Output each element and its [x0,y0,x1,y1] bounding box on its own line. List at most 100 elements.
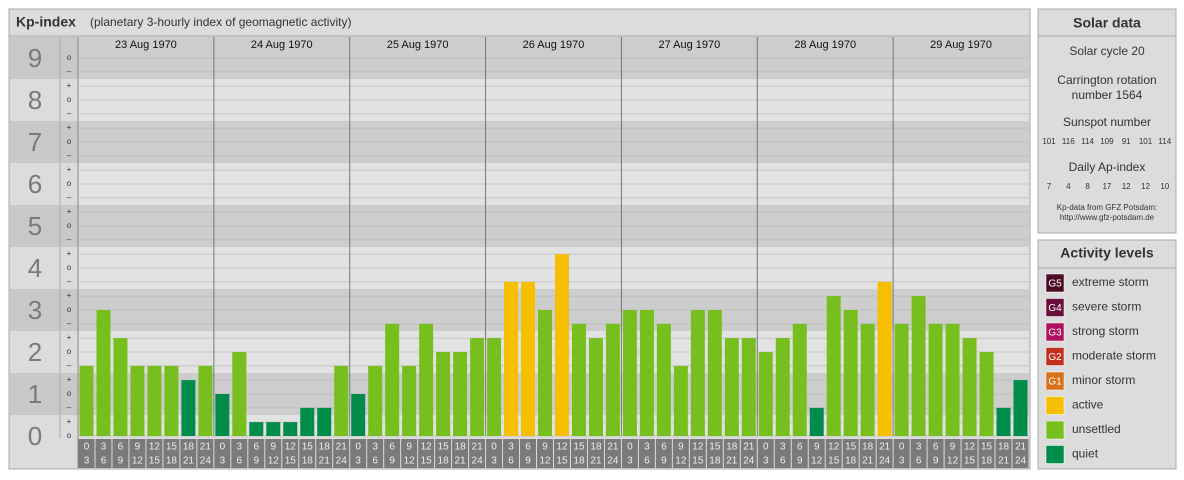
time-box [350,439,367,468]
legend-label: extreme storm [1072,275,1149,289]
y-tick-label: o [67,263,72,272]
bar [164,365,179,436]
time-box [638,439,655,468]
time-end: 3 [627,456,633,467]
bar [588,338,603,436]
time-box [537,439,553,468]
day-label: 28 Aug 1970 [794,39,856,51]
time-start: 21 [472,442,484,453]
y-tick-label: o [67,431,72,440]
number: 10 [1160,182,1169,191]
bar [453,352,468,436]
time-end: 21 [455,456,467,467]
time-end: 3 [899,456,905,467]
y-major-label: 2 [28,337,42,367]
time-end: 15 [421,456,433,467]
time-start: 6 [661,442,667,453]
day-label: 24 Aug 1970 [251,39,313,51]
time-start: 21 [743,442,755,453]
time-box [740,439,757,468]
time-box [757,439,774,468]
time-end: 24 [879,456,891,467]
bar [571,323,586,436]
time-end: 12 [811,456,823,467]
time-start: 9 [135,442,141,453]
legend-swatch [1045,445,1065,464]
time-box [384,439,401,468]
time-box [672,439,689,468]
legend-label: unsettled [1072,422,1121,436]
time-end: 9 [661,456,667,467]
time-box [112,439,129,468]
time-box [95,439,112,468]
y-tick-label: – [67,277,72,286]
y-tick-label: – [67,193,72,202]
time-end: 21 [726,456,738,467]
legend-badge: G2 [1048,352,1062,363]
time-start: 18 [862,442,874,453]
bar [300,407,315,436]
time-end: 24 [200,456,212,467]
bar [741,338,756,436]
time-start: 15 [166,442,178,453]
number: 7 [1047,182,1052,191]
bar [96,310,111,436]
bar [521,281,536,436]
bar [113,338,128,436]
y-tick-label: o [67,221,72,230]
time-start: 3 [780,442,786,453]
time-start: 0 [220,442,226,453]
time-box [723,439,740,468]
time-box [621,439,638,468]
bar [928,323,943,436]
time-box [604,439,621,468]
legend-swatch [1045,322,1065,342]
y-tick-label: – [67,403,72,412]
time-start: 21 [607,442,619,453]
bar [368,365,383,436]
y-major-label: 5 [28,211,42,241]
y-tick-label: – [67,151,72,160]
time-start: 6 [389,442,395,453]
time-box [927,439,944,468]
bar [538,310,552,436]
y-tick-label: o [67,305,72,314]
time-end: 15 [285,456,297,467]
time-start: 0 [84,442,90,453]
time-start: 6 [797,442,803,453]
time-end: 24 [1015,456,1027,467]
time-end: 12 [132,456,144,467]
time-box [554,439,570,468]
time-end: 6 [372,456,378,467]
time-box [435,439,452,468]
time-box [808,439,825,468]
bar [555,254,569,436]
time-start: 15 [438,442,450,453]
time-box [859,439,876,468]
time-start: 21 [200,442,212,453]
y-tick-label: – [67,361,72,370]
day-label: 25 Aug 1970 [387,39,449,51]
time-start: 15 [845,442,857,453]
bar [385,323,400,436]
time-start: 12 [828,442,840,453]
time-box [452,439,469,468]
time-box [469,439,486,468]
legend-badge: G1 [1048,377,1062,388]
time-end: 9 [118,456,124,467]
bar [639,310,654,436]
time-start: 0 [899,442,905,453]
side-text: Carrington rotation [1057,73,1156,87]
time-start: 12 [692,442,704,453]
time-start: 12 [964,442,976,453]
time-box [418,439,435,468]
bar [945,323,960,436]
time-end: 15 [149,456,161,467]
time-start: 15 [709,442,721,453]
time-start: 12 [149,442,161,453]
y-tick-label: + [67,333,72,342]
number: 114 [1158,137,1171,146]
bar [147,365,162,436]
time-box [282,439,299,468]
time-end: 18 [845,456,857,467]
